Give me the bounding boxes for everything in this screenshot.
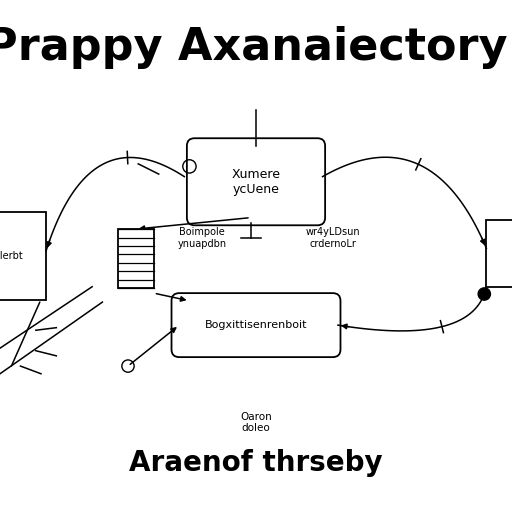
Text: wr4yLDsun
crdernoLr: wr4yLDsun crdernoLr xyxy=(306,227,360,249)
Text: Owe
uy/ubdlplerbt
ean: Owe uy/ubdlplerbt ean xyxy=(0,240,23,272)
Bar xyxy=(118,229,154,288)
FancyBboxPatch shape xyxy=(486,220,512,287)
Text: Oaron
doleo: Oaron doleo xyxy=(240,412,272,433)
Text: Prappy Axanaiectory: Prappy Axanaiectory xyxy=(0,26,507,69)
Text: Boimpole
ynuapdbn: Boimpole ynuapdbn xyxy=(178,227,227,249)
Text: Araenof thrseby: Araenof thrseby xyxy=(129,450,383,477)
Text: Bogxittisenrenboit: Bogxittisenrenboit xyxy=(205,320,307,330)
FancyBboxPatch shape xyxy=(0,212,46,300)
Circle shape xyxy=(478,288,490,300)
FancyBboxPatch shape xyxy=(172,293,340,357)
Bar xyxy=(118,229,154,288)
Text: Xumere
ycUene: Xumere ycUene xyxy=(231,168,281,196)
FancyBboxPatch shape xyxy=(187,138,325,225)
